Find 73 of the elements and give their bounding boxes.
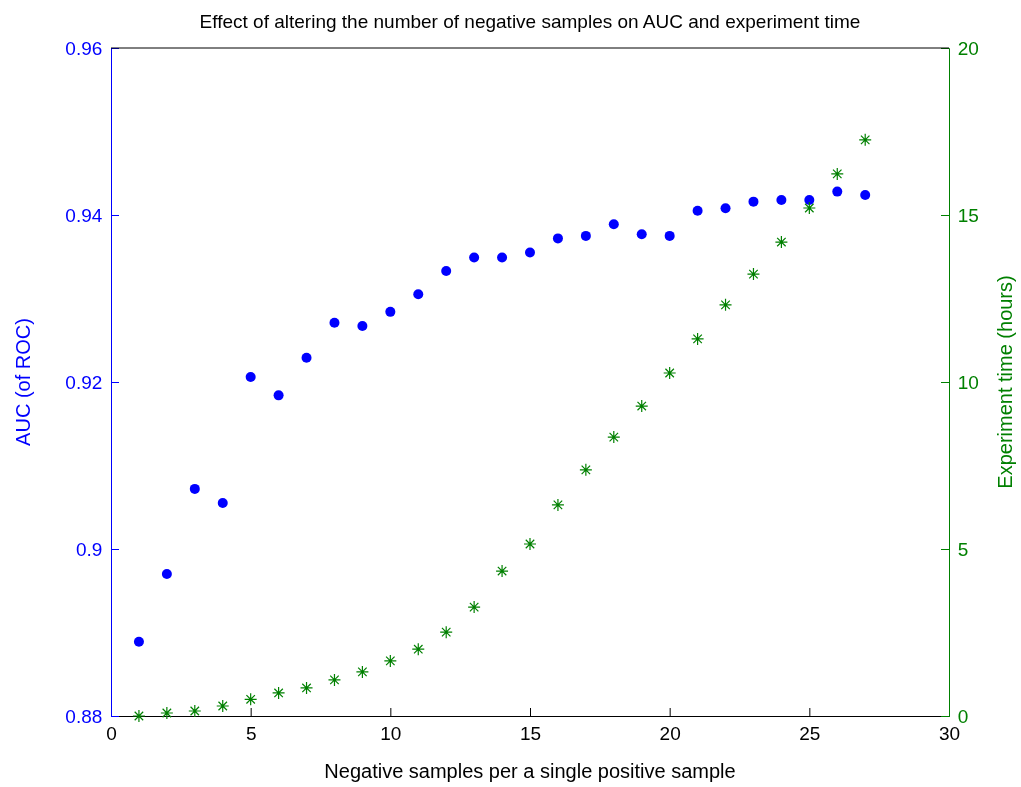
point — [355, 665, 369, 679]
y-tick-label: 0.96 — [65, 37, 103, 59]
point — [720, 203, 731, 214]
point — [774, 235, 788, 249]
point — [133, 636, 144, 647]
point — [691, 332, 705, 346]
y-tick-label: 0.9 — [75, 538, 103, 560]
point — [272, 686, 286, 700]
point — [776, 194, 787, 205]
point — [467, 600, 481, 614]
y2-tick-label: 20 — [957, 37, 979, 59]
y-axis-title: AUC (of ROC) — [12, 318, 34, 446]
point — [607, 430, 621, 444]
point — [161, 569, 172, 580]
point — [635, 399, 649, 413]
point — [664, 230, 675, 241]
point — [495, 564, 509, 578]
y-tick-label: 0.88 — [65, 705, 103, 727]
point — [748, 196, 759, 207]
point — [802, 201, 816, 215]
x-tick-label: 15 — [519, 722, 542, 744]
point — [413, 289, 424, 300]
chart-title: Effect of altering the number of negative samples on AUC and experiment time — [199, 11, 861, 32]
point — [411, 642, 425, 656]
point — [746, 267, 761, 281]
point — [804, 194, 815, 205]
point — [327, 673, 342, 687]
point — [525, 247, 535, 258]
point — [663, 366, 677, 380]
point — [497, 252, 508, 263]
point — [244, 692, 258, 706]
x-tick-label: 10 — [380, 722, 402, 744]
point — [383, 654, 397, 668]
point — [551, 498, 565, 512]
x-tick-label: 25 — [799, 722, 821, 744]
y2-tick-label: 5 — [957, 538, 969, 560]
y2-tick-label: 10 — [957, 371, 979, 393]
point — [188, 704, 202, 718]
point — [329, 317, 340, 328]
point — [357, 321, 368, 332]
point — [858, 133, 872, 147]
point — [385, 306, 396, 317]
point — [439, 625, 453, 639]
y2-tick-label: 15 — [957, 204, 979, 226]
point — [718, 298, 733, 312]
point — [832, 186, 843, 197]
point — [579, 463, 593, 477]
point — [216, 699, 230, 713]
point — [245, 371, 256, 382]
point — [299, 681, 314, 695]
y2-axis-title: Experiment time (hours) — [994, 275, 1016, 489]
point — [301, 352, 312, 363]
x-axis-title: Negative samples per a single positive sample — [324, 760, 736, 782]
point — [580, 230, 591, 241]
point — [608, 219, 619, 230]
point — [523, 537, 537, 551]
point — [189, 483, 200, 494]
y-tick-label: 0.92 — [65, 371, 103, 393]
point — [636, 229, 647, 240]
y-tick-label: 0.94 — [65, 204, 103, 226]
point — [830, 167, 844, 181]
point — [132, 709, 146, 723]
point — [692, 205, 703, 216]
x-tick-label: 5 — [245, 722, 257, 744]
point — [273, 390, 284, 401]
point — [160, 706, 174, 720]
point — [217, 498, 228, 509]
x-tick-label: 0 — [106, 722, 117, 744]
point — [860, 189, 871, 200]
point — [469, 252, 480, 263]
point — [441, 265, 452, 276]
point — [552, 233, 563, 244]
x-tick-label: 20 — [659, 722, 681, 744]
